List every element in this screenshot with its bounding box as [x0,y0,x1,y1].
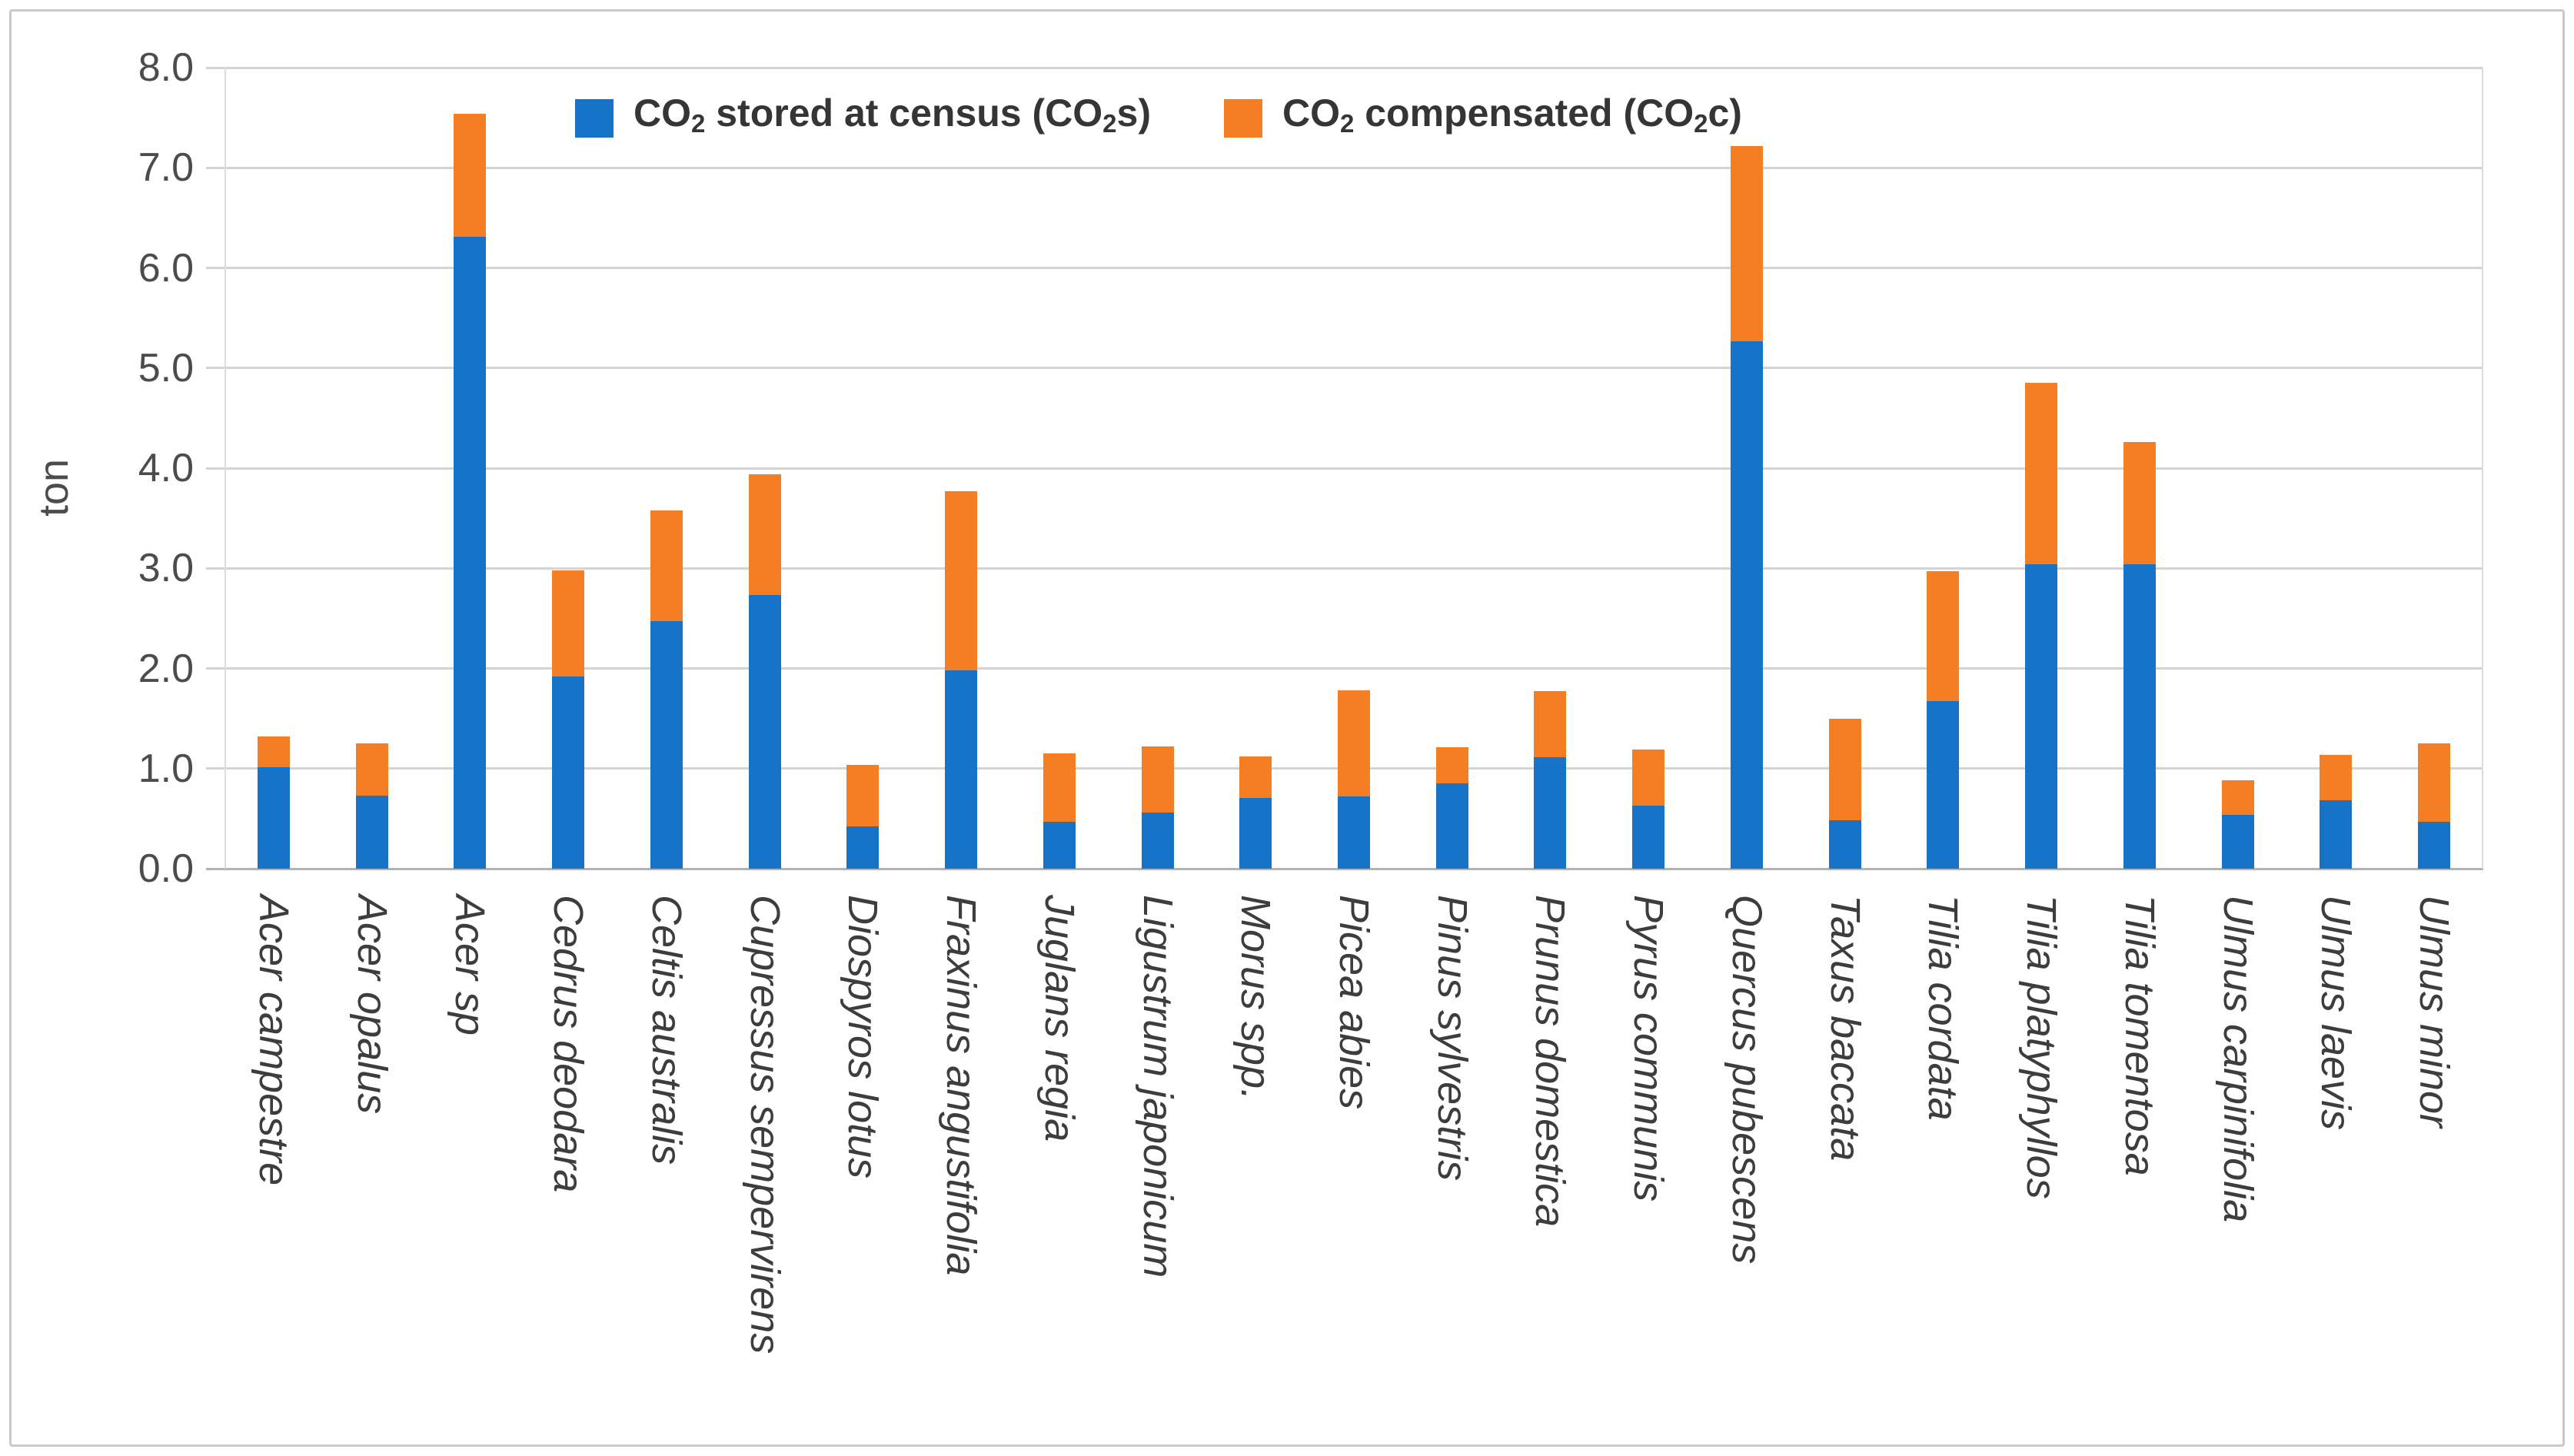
x-axis-label-pinus-sylvestris: Pinus sylvestris [1428,895,1475,1182]
y-tick-label: 6.0 [138,245,194,291]
bar-picea-abies-co2c [1338,690,1370,797]
bar-ligustrum-japonicum-co2c [1141,746,1174,813]
bar-taxus-baccata-co2s [1828,820,1861,869]
bar-taxus-baccata-co2c [1828,718,1861,821]
bar-juglans-regia-co2s [1043,821,1076,869]
x-axis-line [206,867,2483,870]
x-axis-label-fraxinus-angustifolia: Fraxinus angustifolia [938,895,985,1276]
bar-pinus-sylvestris-co2s [1435,783,1468,869]
x-axis-label-tilia-tomentosa: Tilia tomentosa [2116,895,2163,1176]
gridline [206,267,2483,269]
x-axis-label-ulmus-laevis: Ulmus laevis [2313,895,2360,1131]
bar-tilia-cordata-co2c [1927,571,1960,702]
x-axis-label-diospyros-lotus: Diospyros lotus [840,895,886,1179]
x-axis-label-ulmus-carpinifolia: Ulmus carpinifolia [2214,895,2261,1223]
x-axis-label-cedrus-deodara: Cedrus deodara [545,895,592,1193]
bar-quercus-pubescens-co2s [1730,341,1763,869]
x-axis-label-prunus-domestica: Prunus domestica [1527,895,1574,1228]
bar-diospyros-lotus-co2c [846,764,880,827]
bar-acer-opalus-co2c [355,743,388,796]
figure-border [9,9,2565,1447]
legend-label: CO2 stored at census (CO2s) [634,91,1151,138]
bar-ligustrum-japonicum-co2s [1141,813,1174,869]
gridline [206,166,2483,169]
plot-border-right [2482,68,2483,869]
y-tick-label: 1.0 [138,746,194,791]
y-tick-label: 3.0 [138,546,194,591]
x-axis-label-morus-spp: Morus spp. [1232,895,1279,1101]
bar-acer-sp-co2s [454,237,487,869]
x-axis-label-acer-sp: Acer sp [447,895,494,1036]
y-tick-label: 5.0 [138,345,194,391]
bar-quercus-pubescens-co2c [1730,145,1763,341]
bar-pinus-sylvestris-co2c [1435,747,1468,784]
bar-cupressus-sempervirens-co2s [748,595,781,869]
x-axis-label-tilia-platyphyllos: Tilia platyphyllos [2018,895,2065,1199]
bar-morus-spp-co2c [1239,756,1272,798]
bar-ulmus-laevis-co2c [2320,754,2353,801]
gridline [206,66,2483,69]
bar-ulmus-minor-co2c [2418,743,2451,822]
bar-prunus-domestica-co2s [1534,757,1567,869]
x-axis-label-juglans-regia: Juglans regia [1036,895,1082,1142]
y-tick-label: 0.0 [138,846,194,891]
bar-tilia-tomentosa-co2s [2123,564,2156,869]
y-tick-label: 4.0 [138,446,194,490]
bar-pyrus-communis-co2s [1632,805,1665,869]
bar-celtis-australis-co2s [650,621,683,869]
bar-tilia-cordata-co2s [1927,701,1960,869]
x-axis-label-tilia-cordata: Tilia cordata [1920,895,1967,1121]
y-axis-title: ton [31,458,77,517]
bar-acer-sp-co2c [454,113,487,238]
bar-morus-spp-co2s [1239,797,1272,869]
x-axis-label-taxus-baccata: Taxus baccata [1821,895,1868,1162]
bar-acer-campestre-co2s [257,767,290,869]
legend-swatch-orange-icon [1223,99,1262,138]
x-axis-label-acer-opalus: Acer opalus [348,895,395,1115]
bar-ulmus-minor-co2s [2418,821,2451,869]
gridline [206,367,2483,370]
bar-ulmus-laevis-co2s [2320,800,2353,869]
bar-juglans-regia-co2c [1043,753,1076,822]
legend-item-co2c: CO2 compensated (CO2c) [1223,91,1742,146]
bar-fraxinus-angustifolia-co2c [945,490,978,671]
y-tick-label: 8.0 [138,45,194,90]
x-axis-label-quercus-pubescens: Quercus pubescens [1723,895,1770,1265]
bar-celtis-australis-co2c [650,510,683,622]
gridline [206,667,2483,670]
bar-picea-abies-co2s [1338,796,1370,869]
x-axis-label-acer-campestre: Acer campestre [250,895,297,1186]
bar-cedrus-deodara-co2s [552,676,585,869]
gridline [206,567,2483,570]
x-axis-label-ligustrum-japonicum: Ligustrum japonicum [1134,895,1181,1278]
legend-item-co2s: CO2 stored at census (CO2s) [575,91,1151,146]
x-axis-label-picea-abies: Picea abies [1331,895,1377,1110]
bar-diospyros-lotus-co2s [846,826,880,869]
bar-ulmus-carpinifolia-co2s [2221,814,2254,869]
legend-label: CO2 compensated (CO2c) [1282,91,1742,138]
y-tick-label: 7.0 [138,145,194,191]
bar-ulmus-carpinifolia-co2c [2221,780,2254,815]
legend-swatch-blue-icon [575,99,614,138]
bar-acer-opalus-co2s [355,795,388,869]
x-axis-label-pyrus-communis: Pyrus communis [1625,895,1672,1202]
bar-pyrus-communis-co2c [1632,750,1665,806]
bar-cupressus-sempervirens-co2c [748,474,781,596]
x-axis-label-celtis-australis: Celtis australis [643,895,690,1165]
bar-tilia-platyphyllos-co2s [2025,564,2058,869]
x-axis-label-ulmus-minor: Ulmus minor [2411,895,2458,1129]
y-tick-label: 2.0 [138,646,194,691]
legend: CO2 stored at census (CO2s) CO2 compensat… [575,91,1742,146]
bar-cedrus-deodara-co2c [552,570,585,676]
bar-fraxinus-angustifolia-co2s [945,670,978,869]
bar-acer-campestre-co2c [257,736,290,768]
x-axis-label-cupressus-sempervirens: Cupressus sempervirens [741,895,788,1355]
bar-tilia-tomentosa-co2c [2123,442,2156,565]
bar-prunus-domestica-co2c [1534,691,1567,758]
gridline [206,467,2483,470]
bar-tilia-platyphyllos-co2c [2025,383,2058,565]
plot-border-left [224,68,226,869]
